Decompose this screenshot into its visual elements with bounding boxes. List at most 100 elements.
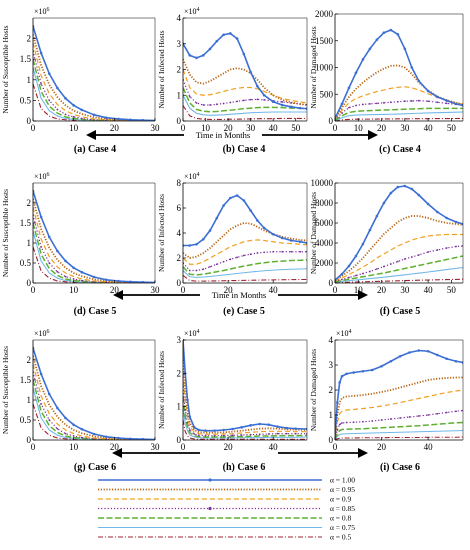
- series-point: [403, 47, 407, 51]
- series-point: [222, 260, 225, 263]
- x-tick-label: 0: [181, 285, 186, 295]
- series-line-5: [335, 421, 463, 440]
- axis-exponent: ×106: [34, 329, 50, 338]
- series-point: [375, 102, 378, 105]
- series-point: [195, 242, 198, 246]
- x-tick-label: 30: [151, 123, 161, 133]
- series-point: [204, 434, 207, 437]
- series-line-3: [183, 69, 307, 104]
- series-point: [262, 93, 266, 97]
- series-line-6: [183, 268, 307, 278]
- series-point: [249, 424, 252, 427]
- series-point: [64, 275, 67, 278]
- legend-marker: [208, 478, 212, 482]
- series-point: [368, 228, 372, 232]
- series-point: [56, 406, 59, 410]
- series-point: [454, 359, 458, 363]
- series-point: [276, 432, 279, 435]
- series-point: [445, 102, 448, 105]
- panel-caption: (h) Case 6: [223, 462, 266, 473]
- series-point: [72, 423, 75, 427]
- series-line-1: [183, 32, 307, 110]
- series-group: [335, 349, 463, 440]
- y-tick-label: 2: [27, 355, 32, 365]
- time-axis-label-row2: Time in Months: [212, 290, 266, 300]
- series-point: [197, 428, 201, 432]
- panel-caption: (e) Case 5: [223, 306, 265, 317]
- x-tick-label: 50: [291, 123, 301, 133]
- series-point: [375, 38, 379, 41]
- series-point: [298, 240, 302, 244]
- y-axis-label: Number of Susceptible Hosts: [1, 189, 10, 277]
- legend-label: α = 1.00: [330, 476, 355, 485]
- x-tick-label: 0: [181, 442, 186, 452]
- legend-entry-7: α = 0.5: [98, 533, 352, 542]
- series-point: [354, 71, 358, 75]
- series-line-6: [33, 67, 155, 121]
- series-point: [410, 256, 413, 258]
- series-line-6: [33, 387, 155, 440]
- series-point: [454, 220, 458, 224]
- series-line-2: [183, 222, 307, 259]
- series-point: [141, 280, 145, 283]
- series-point: [39, 215, 43, 219]
- series-point: [345, 372, 348, 376]
- series-group: [335, 28, 463, 121]
- series-line-7: [335, 278, 463, 283]
- series-point: [267, 423, 270, 426]
- x-tick-label: 40: [424, 123, 434, 133]
- series-point: [47, 72, 51, 75]
- panel-d: 0 10 20 30 0 0.5 1 1.5 2 ×106 Number of Susceptibl…: [1, 172, 160, 317]
- series-point: [341, 422, 343, 424]
- series-point: [417, 415, 420, 417]
- series-point: [341, 278, 343, 281]
- series-point: [396, 185, 400, 189]
- series-point: [209, 265, 211, 268]
- series-point: [341, 112, 343, 114]
- axis-exponent: ×104: [184, 329, 200, 338]
- y-tick-label: 500: [320, 89, 334, 99]
- y-tick-label: 0: [27, 435, 32, 445]
- x-tick-label: 30: [151, 442, 161, 452]
- series-point: [258, 433, 261, 436]
- series-point: [188, 95, 191, 98]
- arrow-head-left: [113, 290, 123, 300]
- x-tick-label: 20: [110, 442, 120, 452]
- series-point: [92, 113, 96, 117]
- series-line-5: [183, 396, 307, 438]
- series-point: [117, 436, 120, 440]
- series-line-5: [183, 259, 307, 276]
- series-point: [370, 368, 374, 372]
- series-group: [183, 194, 307, 282]
- panel-e: 0 20 40 0 2 4 6 8×104 Number of Infected Hosts (e…: [157, 172, 308, 317]
- axis-exponent: ×104: [336, 329, 352, 338]
- legend-label: α = 0.5: [330, 533, 352, 542]
- y-tick-label: 6: [177, 203, 182, 213]
- series-point: [389, 359, 393, 363]
- series-point: [222, 204, 225, 207]
- series-point: [249, 433, 252, 436]
- series-point: [380, 364, 383, 368]
- series-point: [80, 117, 83, 120]
- series-group: [183, 338, 307, 440]
- x-tick-label: 40: [269, 442, 279, 452]
- series-point: [72, 278, 75, 280]
- series-point: [461, 222, 463, 226]
- y-tick-label: 2: [177, 368, 182, 378]
- y-tick-label: 3: [177, 335, 182, 345]
- y-tick-label: 0.5: [20, 95, 32, 105]
- y-tick-label: 2: [27, 34, 32, 44]
- series-point: [229, 258, 232, 261]
- series-point: [215, 39, 219, 43]
- y-tick-label: 0.5: [20, 415, 32, 425]
- y-tick-label: 8: [177, 178, 182, 188]
- series-line-2: [33, 355, 155, 440]
- y-tick-label: 1: [27, 238, 32, 248]
- legend-entry-3: α = 0.9: [98, 495, 352, 504]
- series-point: [141, 118, 145, 121]
- series-point: [417, 254, 420, 256]
- y-tick-label: 1: [27, 75, 32, 85]
- x-tick-label: 40: [269, 123, 279, 133]
- series-point: [285, 426, 289, 430]
- series-point: [389, 101, 392, 104]
